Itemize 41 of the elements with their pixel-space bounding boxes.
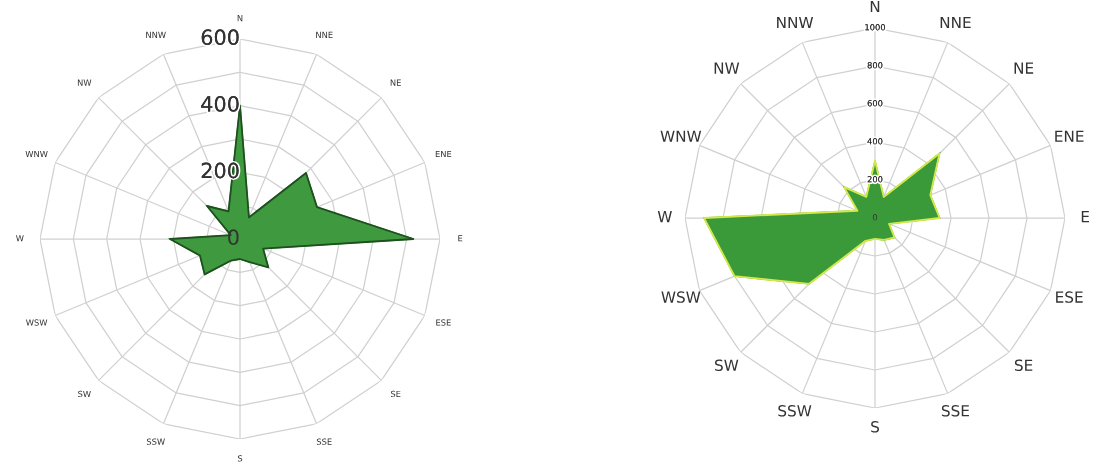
spoke-label: WNW	[25, 150, 48, 158]
spoke-label: NNW	[146, 31, 166, 38]
spoke-label: NE	[1014, 62, 1034, 74]
y-tick-label: 400	[867, 138, 883, 145]
spoke-label: SSW	[146, 438, 165, 445]
spoke-label: E	[1081, 211, 1089, 223]
spoke-label: NW	[714, 62, 740, 74]
spoke-label: NNE	[316, 31, 333, 38]
spoke-label: WSW	[661, 291, 701, 303]
spoke-label: WSW	[26, 319, 48, 326]
spoke-label: ESE	[436, 319, 451, 326]
spoke-label: N	[237, 15, 243, 22]
spoke-label: SW	[715, 359, 739, 372]
spoke-label: NNE	[940, 16, 971, 29]
y-tick-label: 600	[201, 29, 239, 46]
spoke-label: NW	[77, 79, 92, 86]
spoke-label: ENE	[435, 150, 452, 158]
spoke-label: ENE	[1055, 130, 1084, 142]
spoke-label: SSE	[316, 438, 332, 445]
spoke-label: W	[16, 235, 24, 242]
spoke-label: E	[458, 235, 463, 242]
y-tick-label: 200	[867, 176, 883, 183]
spoke-label: NE	[390, 79, 401, 86]
spoke-label: SE	[1014, 359, 1033, 372]
spoke-label: NNW	[777, 16, 814, 29]
spoke-label: SSE	[941, 405, 969, 417]
spoke-label: W	[657, 211, 672, 223]
y-tick-label: 600	[867, 100, 883, 107]
spoke-label: SE	[390, 390, 401, 398]
spoke-label: ESE	[1056, 291, 1083, 303]
spoke-label: WNW	[660, 130, 702, 142]
y-tick-label: 800	[867, 62, 883, 69]
y-tick-label: 0	[228, 229, 239, 246]
y-tick-label: 400	[201, 95, 239, 112]
y-tick-label: 0	[872, 214, 878, 221]
spoke-label: S	[871, 421, 879, 433]
spoke-label: N	[870, 0, 880, 13]
spoke-label: S	[237, 455, 243, 462]
y-tick-label: 1000	[865, 24, 886, 31]
spoke-label: SSW	[778, 405, 812, 417]
spoke-label: SW	[78, 390, 91, 398]
